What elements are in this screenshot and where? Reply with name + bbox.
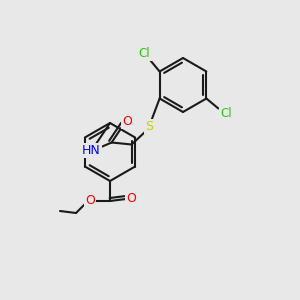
Text: O: O: [85, 194, 95, 208]
Text: HN: HN: [82, 144, 101, 157]
Text: Cl: Cl: [139, 47, 150, 60]
Text: O: O: [126, 193, 136, 206]
Text: Cl: Cl: [220, 107, 232, 120]
Text: S: S: [146, 120, 154, 133]
Text: O: O: [123, 115, 133, 128]
